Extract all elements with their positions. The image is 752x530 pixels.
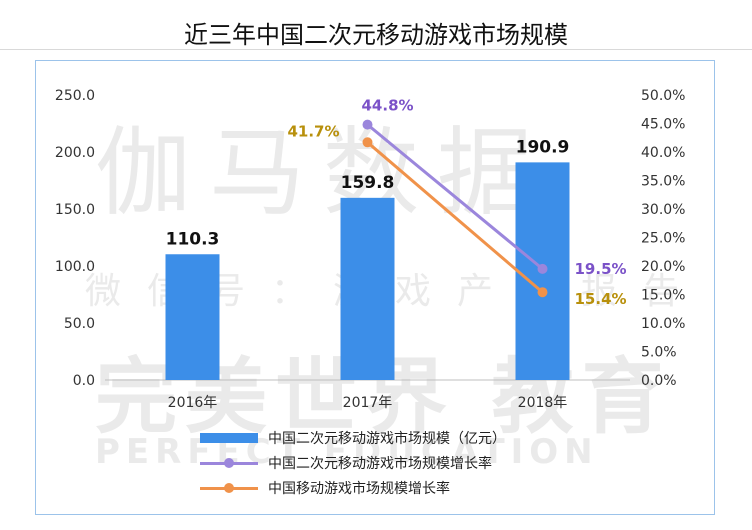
y-right-tick-label: 40.0% <box>641 145 685 161</box>
legend-label-acg-growth: 中国二次元移动游戏市场规模增长率 <box>268 456 492 472</box>
legend-item-acg-growth: 中国二次元移动游戏市场规模增长率 <box>200 451 620 476</box>
watermark-perfect-education: PERFECT EDUCATION <box>95 432 599 472</box>
y-left-tick-label: 0.0 <box>73 373 95 389</box>
legend-item-mobile-growth: 中国移动游戏市场规模增长率 <box>200 476 620 501</box>
growth-data-label: 19.5% <box>575 260 627 278</box>
legend-label-mobile-growth: 中国移动游戏市场规模增长率 <box>268 481 450 497</box>
bar-data-label: 159.8 <box>341 173 395 193</box>
y-left-tick-label: 50.0 <box>64 316 95 332</box>
y-right-tick-label: 15.0% <box>641 288 685 304</box>
y-right-tick-label: 0.0% <box>641 373 677 389</box>
growth-data-label: 44.8% <box>362 97 414 115</box>
bar <box>340 197 395 380</box>
legend: 中国二次元移动游戏市场规模（亿元） 中国二次元移动游戏市场规模增长率 中国移动游… <box>200 426 620 501</box>
growth-line <box>366 141 544 294</box>
y-right-tick-label: 10.0% <box>641 316 685 332</box>
y-left-tick-label: 200.0 <box>55 145 95 161</box>
growth-data-label: 15.4% <box>575 290 627 308</box>
growth-point <box>362 137 373 148</box>
legend-label-market-size: 中国二次元移动游戏市场规模（亿元） <box>268 431 506 447</box>
growth-point <box>362 119 373 130</box>
y-left-tick-label: 150.0 <box>55 202 95 218</box>
growth-line <box>366 123 544 271</box>
y-left-tick-label: 250.0 <box>55 88 95 104</box>
bar <box>165 254 220 380</box>
bar-data-label: 110.3 <box>166 229 220 249</box>
x-tick-label: 2016年 <box>168 395 218 411</box>
legend-marker-acg-growth <box>224 458 234 468</box>
legend-marker-mobile-growth <box>224 483 234 493</box>
bar-data-label: 190.9 <box>516 137 570 157</box>
growth-point <box>537 263 548 274</box>
y-right-tick-label: 20.0% <box>641 259 685 275</box>
y-right-tick-label: 50.0% <box>641 88 685 104</box>
y-right-tick-label: 5.0% <box>641 345 677 361</box>
y-right-tick-label: 30.0% <box>641 202 685 218</box>
legend-item-market-size: 中国二次元移动游戏市场规模（亿元） <box>200 426 620 451</box>
y-right-tick-label: 25.0% <box>641 231 685 247</box>
x-tick-label: 2017年 <box>343 395 393 411</box>
x-tick-label: 2018年 <box>518 395 568 411</box>
y-right-tick-label: 45.0% <box>641 117 685 133</box>
title-divider <box>0 49 752 50</box>
chart-title: 近三年中国二次元移动游戏市场规模 <box>184 21 568 49</box>
growth-data-label: 41.7% <box>287 122 339 140</box>
chart-frame <box>35 60 715 515</box>
growth-point <box>537 287 548 298</box>
watermark-gama: 伽马数据 <box>95 117 551 229</box>
y-left-tick-label: 100.0 <box>55 259 95 275</box>
y-right-tick-label: 35.0% <box>641 174 685 190</box>
legend-bar-swatch <box>200 433 258 443</box>
